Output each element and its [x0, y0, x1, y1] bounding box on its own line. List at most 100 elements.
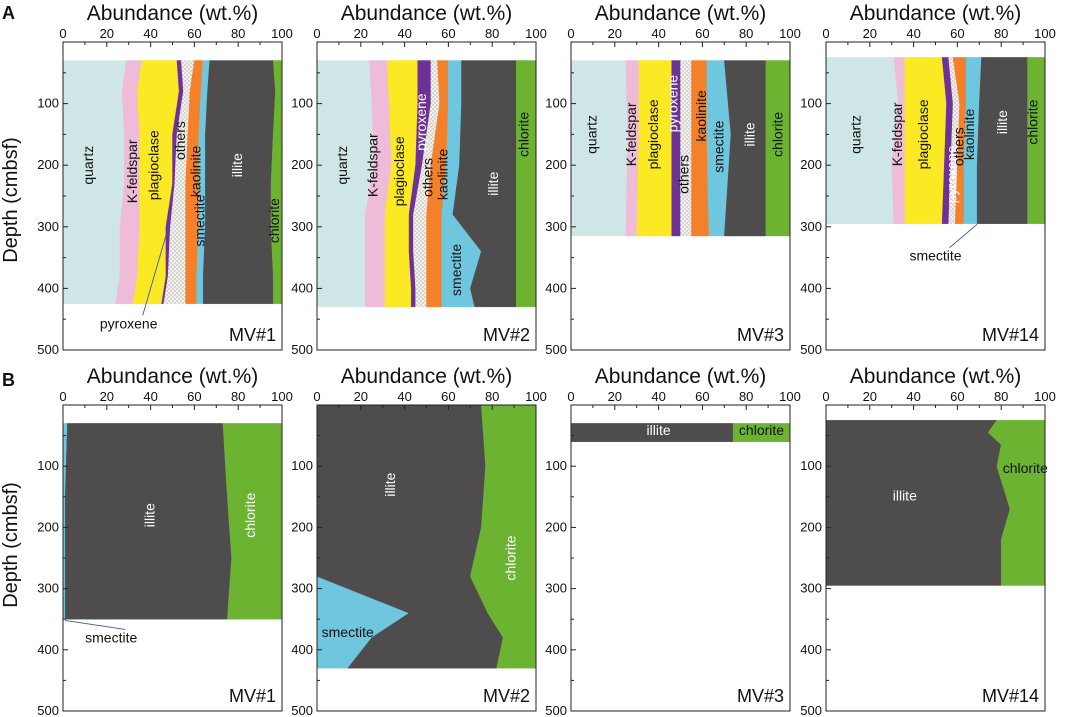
label-smectite: smectite	[448, 244, 464, 296]
x-tick-label: 0	[59, 26, 66, 41]
x-axis-title: Abundance (wt.%)	[595, 365, 767, 388]
label-smectite: smectite	[322, 624, 374, 640]
x-tick-label: 0	[822, 389, 829, 404]
x-tick-label: 60	[441, 389, 455, 404]
x-tick-label: 60	[695, 26, 709, 41]
y-tick-label: 500	[800, 703, 822, 717]
x-tick-label: 60	[950, 26, 964, 41]
label-quartz: quartz	[847, 115, 863, 154]
label-chlorite: chlorite	[242, 492, 258, 537]
label-illite: illite	[485, 171, 501, 195]
figure-content: quartz K-feldspar plagioclase otherskaolini…	[37, 2, 1056, 717]
y-tick-label: 200	[37, 519, 59, 534]
x-axis-title: Abundance (wt.%)	[87, 2, 259, 25]
x-tick-label: 20	[354, 389, 368, 404]
label-chlorite: chlorite	[770, 112, 786, 157]
y-tick-label: 500	[37, 703, 59, 717]
x-tick-label: 80	[994, 26, 1008, 41]
area-others	[680, 60, 692, 237]
well-name: MV#1	[229, 325, 276, 345]
x-tick-label: 20	[100, 389, 114, 404]
y-tick-label: 100	[545, 96, 567, 111]
label-chlorite: chlorite	[739, 422, 784, 438]
y-tick-label: 100	[37, 96, 59, 111]
y-tick-label: 200	[37, 157, 59, 172]
y-tick-label: 500	[545, 703, 567, 717]
x-tick-label: 20	[354, 26, 368, 41]
y-tick-label: 300	[545, 581, 567, 596]
label-k-feldspar: K-feldspar	[124, 139, 140, 203]
y-tick-label: 100	[291, 96, 313, 111]
x-tick-label: 100	[779, 389, 801, 404]
well-name: MV#3	[737, 325, 784, 345]
label-illite: illite	[141, 503, 157, 527]
label-others: others	[676, 155, 692, 194]
panel-a-mv-2: quartz K-feldspar plagioclase pyroxene other…	[291, 2, 547, 357]
y-tick-label: 300	[545, 219, 567, 234]
x-tick-label: 100	[271, 26, 293, 41]
label-kaolinite: kaolinite	[693, 90, 709, 142]
well-name: MV#1	[229, 686, 276, 706]
area-kaolinite	[691, 60, 710, 237]
y-tick-label: 300	[291, 581, 313, 596]
x-tick-label: 80	[739, 26, 753, 41]
x-tick-label: 60	[187, 26, 201, 41]
y-axis-title-a: Depth (cmbsf)	[0, 137, 22, 263]
x-tick-label: 60	[695, 389, 709, 404]
label-kaolinite: kaolinite	[961, 109, 977, 161]
label-illite: illite	[994, 110, 1010, 134]
label-chlorite: chlorite	[1003, 460, 1048, 476]
x-axis-title: Abundance (wt.%)	[850, 365, 1022, 388]
label-quartz: quartz	[584, 115, 600, 154]
y-tick-label: 400	[800, 642, 822, 657]
y-tick-label: 200	[545, 519, 567, 534]
y-tick-label: 300	[800, 581, 822, 596]
y-tick-label: 100	[800, 96, 822, 111]
y-tick-label: 300	[37, 581, 59, 596]
label-illite: illite	[647, 422, 671, 438]
area-illite	[202, 60, 276, 304]
label-pyroxene: pyroxene	[413, 93, 429, 151]
label-others: others	[419, 158, 435, 197]
x-tick-label: 80	[485, 26, 499, 41]
x-axis-title: Abundance (wt.%)	[341, 365, 513, 388]
x-tick-label: 60	[187, 389, 201, 404]
area-illite	[724, 60, 767, 237]
y-tick-label: 500	[291, 703, 313, 717]
label-kaolinite: kaolinite	[435, 149, 451, 201]
label-quartz: quartz	[80, 146, 96, 185]
x-axis-title: Abundance (wt.%)	[595, 2, 767, 25]
x-tick-label: 100	[525, 26, 547, 41]
x-tick-label: 100	[271, 389, 293, 404]
y-tick-label: 200	[291, 157, 313, 172]
x-tick-label: 100	[1034, 389, 1056, 404]
x-tick-label: 100	[1034, 26, 1056, 41]
annotation-leader-line	[949, 223, 978, 248]
y-tick-label: 400	[291, 280, 313, 295]
label-smectite: smectite	[192, 194, 208, 246]
panel-b-mv-2: smectite illite chlorite 0 20 40 60 80 100 Abunda…	[291, 365, 547, 717]
y-tick-label: 100	[545, 458, 567, 473]
x-tick-label: 20	[863, 26, 877, 41]
x-tick-label: 0	[822, 26, 829, 41]
x-tick-label: 80	[739, 389, 753, 404]
x-tick-label: 100	[525, 389, 547, 404]
y-tick-label: 500	[800, 342, 822, 357]
label-pyroxene: pyroxene	[944, 145, 960, 203]
annotation-leader-line	[142, 220, 171, 316]
label-illite: illite	[229, 153, 245, 177]
x-tick-label: 0	[59, 389, 66, 404]
panel-b-mv-1: illite chlorite smectite 0 20 40 60 80 100 Abunda…	[37, 365, 293, 717]
x-tick-label: 80	[231, 389, 245, 404]
x-axis-title: Abundance (wt.%)	[341, 2, 513, 25]
label-k-feldspar: K-feldspar	[365, 133, 381, 197]
x-tick-label: 0	[313, 26, 320, 41]
y-tick-label: 500	[545, 342, 567, 357]
label-plagioclase: plagioclase	[146, 130, 162, 200]
annotation-smectite: smectite	[909, 248, 961, 264]
x-axis-title: Abundance (wt.%)	[850, 2, 1022, 25]
annotation-smectite: smectite	[85, 629, 137, 645]
label-k-feldspar: K-feldspar	[623, 102, 639, 166]
y-tick-label: 400	[545, 642, 567, 657]
